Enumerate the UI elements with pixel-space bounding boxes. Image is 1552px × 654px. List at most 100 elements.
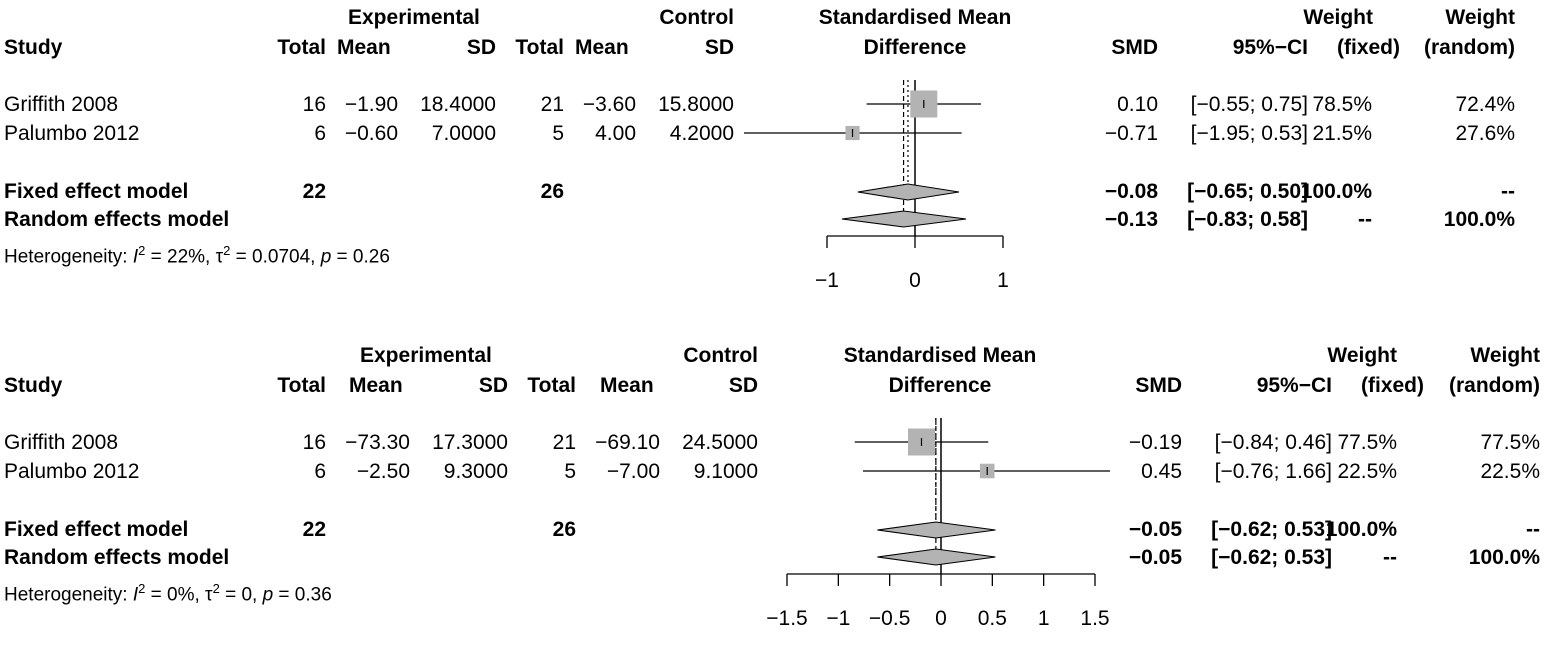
e-sd: 18.4000 xyxy=(420,93,496,116)
e-sd: 9.3000 xyxy=(443,460,508,483)
c-mean: −7.00 xyxy=(606,460,660,483)
control-header: Control xyxy=(659,6,734,29)
fixed-c-total: 26 xyxy=(540,180,564,203)
fixed-c-total: 26 xyxy=(552,518,576,541)
forest-plot-area: −1 0 1 xyxy=(744,80,1009,292)
x-axis-tick-label: 0.5 xyxy=(978,607,1007,630)
x-axis-tick-label: −1.5 xyxy=(766,607,807,630)
smd-value: −0.71 xyxy=(1104,122,1158,145)
random-effect-diamond xyxy=(841,210,967,228)
weight-fixed-value: 77.5% xyxy=(1337,431,1397,454)
e-total-header: Total xyxy=(277,374,326,397)
random-ci: [−0.62; 0.53] xyxy=(1211,546,1332,569)
ci-value: [−0.84; 0.46] xyxy=(1214,431,1332,454)
weight-random-value: 22.5% xyxy=(1480,460,1540,483)
fixed-smd: −0.05 xyxy=(1128,518,1182,541)
fixed-weight-fixed: 100.0% xyxy=(1325,518,1397,541)
x-axis-tick-label: 1 xyxy=(1038,607,1050,630)
weight-fixed-header-line1: Weight xyxy=(1327,344,1397,367)
fixed-model-label: Fixed effect model xyxy=(4,518,189,541)
x-axis-tick-label: 1 xyxy=(997,269,1009,292)
fixed-weight-fixed: 100.0% xyxy=(1300,180,1372,203)
e-mean-header: Mean xyxy=(337,36,391,59)
random-smd: −0.13 xyxy=(1104,208,1158,231)
fixed-e-total: 22 xyxy=(302,180,326,203)
e-mean: −73.30 xyxy=(345,431,410,454)
x-axis-tick-label: 1.5 xyxy=(1080,607,1109,630)
study-name: Palumbo 2012 xyxy=(4,122,140,145)
ci-value: [−0.76; 1.66] xyxy=(1214,460,1332,483)
fixed-ci: [−0.65; 0.50] xyxy=(1187,180,1308,203)
ci-header: 95%−CI xyxy=(1256,374,1332,397)
study-name: Griffith 2008 xyxy=(4,93,119,116)
weight-fixed-value: 78.5% xyxy=(1312,93,1372,116)
c-total: 5 xyxy=(564,460,576,483)
e-mean: −2.50 xyxy=(356,460,410,483)
c-sd: 9.1000 xyxy=(693,460,758,483)
experimental-header: Experimental xyxy=(360,344,492,367)
weight-random-header-line2: (random) xyxy=(1449,374,1540,397)
c-total-header: Total xyxy=(515,36,564,59)
fixed-smd: −0.08 xyxy=(1104,180,1158,203)
c-sd-header: SD xyxy=(704,36,734,59)
fixed-ci: [−0.62; 0.53] xyxy=(1211,518,1332,541)
effect-header-line2: Difference xyxy=(863,36,967,59)
e-total-header: Total xyxy=(277,36,326,59)
e-sd: 7.0000 xyxy=(431,122,496,145)
x-axis-tick-label: 0 xyxy=(935,607,947,630)
heterogeneity-text: Heterogeneity: I2 = 0%, τ2 = 0, p = 0.36 xyxy=(4,581,332,606)
control-header: Control xyxy=(683,344,758,367)
e-mean: −0.60 xyxy=(344,122,398,145)
weight-fixed-value: 22.5% xyxy=(1337,460,1397,483)
effect-header-line1: Standardised Mean xyxy=(843,344,1037,367)
c-mean: −3.60 xyxy=(582,93,636,116)
fixed-e-total: 22 xyxy=(302,518,326,541)
weight-random-value: 72.4% xyxy=(1455,93,1515,116)
e-sd-header: SD xyxy=(466,36,496,59)
smd-value: 0.45 xyxy=(1141,460,1182,483)
weight-random-header-line1: Weight xyxy=(1445,6,1515,29)
ci-value: [−0.55; 0.75] xyxy=(1190,93,1308,116)
ci-value: [−1.95; 0.53] xyxy=(1190,122,1308,145)
c-mean-header: Mean xyxy=(575,36,629,59)
random-ci: [−0.83; 0.58] xyxy=(1187,208,1308,231)
smd-header: SMD xyxy=(1135,374,1182,397)
c-sd: 15.8000 xyxy=(658,93,734,116)
x-axis-tick-label: −0.5 xyxy=(869,607,910,630)
random-weight-fixed: -- xyxy=(1358,208,1372,231)
c-mean: 4.00 xyxy=(595,122,636,145)
forest-plot-area: −1.5 −1 −0.5 0 0.5 1 1.5 xyxy=(766,418,1110,630)
weight-random-value: 27.6% xyxy=(1455,122,1515,145)
c-total: 21 xyxy=(540,93,564,116)
c-total: 21 xyxy=(552,431,576,454)
c-total-header: Total xyxy=(527,374,576,397)
random-weight-random: 100.0% xyxy=(1443,208,1515,231)
c-mean: −69.10 xyxy=(595,431,660,454)
x-axis-tick-label: −1 xyxy=(826,607,850,630)
c-total: 5 xyxy=(552,122,564,145)
smd-value: 0.10 xyxy=(1117,93,1158,116)
random-weight-fixed: -- xyxy=(1383,546,1397,569)
study-header: Study xyxy=(4,374,63,397)
weight-fixed-header-line1: Weight xyxy=(1303,6,1373,29)
smd-header: SMD xyxy=(1111,36,1158,59)
e-sd-header: SD xyxy=(478,374,508,397)
ci-header: 95%−CI xyxy=(1232,36,1308,59)
experimental-header: Experimental xyxy=(348,6,480,29)
e-total: 16 xyxy=(302,431,326,454)
effect-header-line1: Standardised Mean xyxy=(818,6,1012,29)
random-effect-diamond xyxy=(877,548,996,566)
weight-random-value: 77.5% xyxy=(1480,431,1540,454)
random-weight-random: 100.0% xyxy=(1468,546,1540,569)
fixed-weight-random: -- xyxy=(1526,518,1540,541)
c-sd: 24.5000 xyxy=(682,431,758,454)
e-mean-header: Mean xyxy=(349,374,403,397)
e-total: 6 xyxy=(314,460,326,483)
heterogeneity-text: Heterogeneity: I2 = 22%, τ2 = 0.0704, p … xyxy=(4,243,390,268)
fixed-model-label: Fixed effect model xyxy=(4,180,189,203)
weight-random-header-line2: (random) xyxy=(1424,36,1515,59)
e-total: 6 xyxy=(314,122,326,145)
c-sd-header: SD xyxy=(728,374,758,397)
fixed-effect-diamond xyxy=(877,521,996,539)
effect-header-line2: Difference xyxy=(888,374,992,397)
